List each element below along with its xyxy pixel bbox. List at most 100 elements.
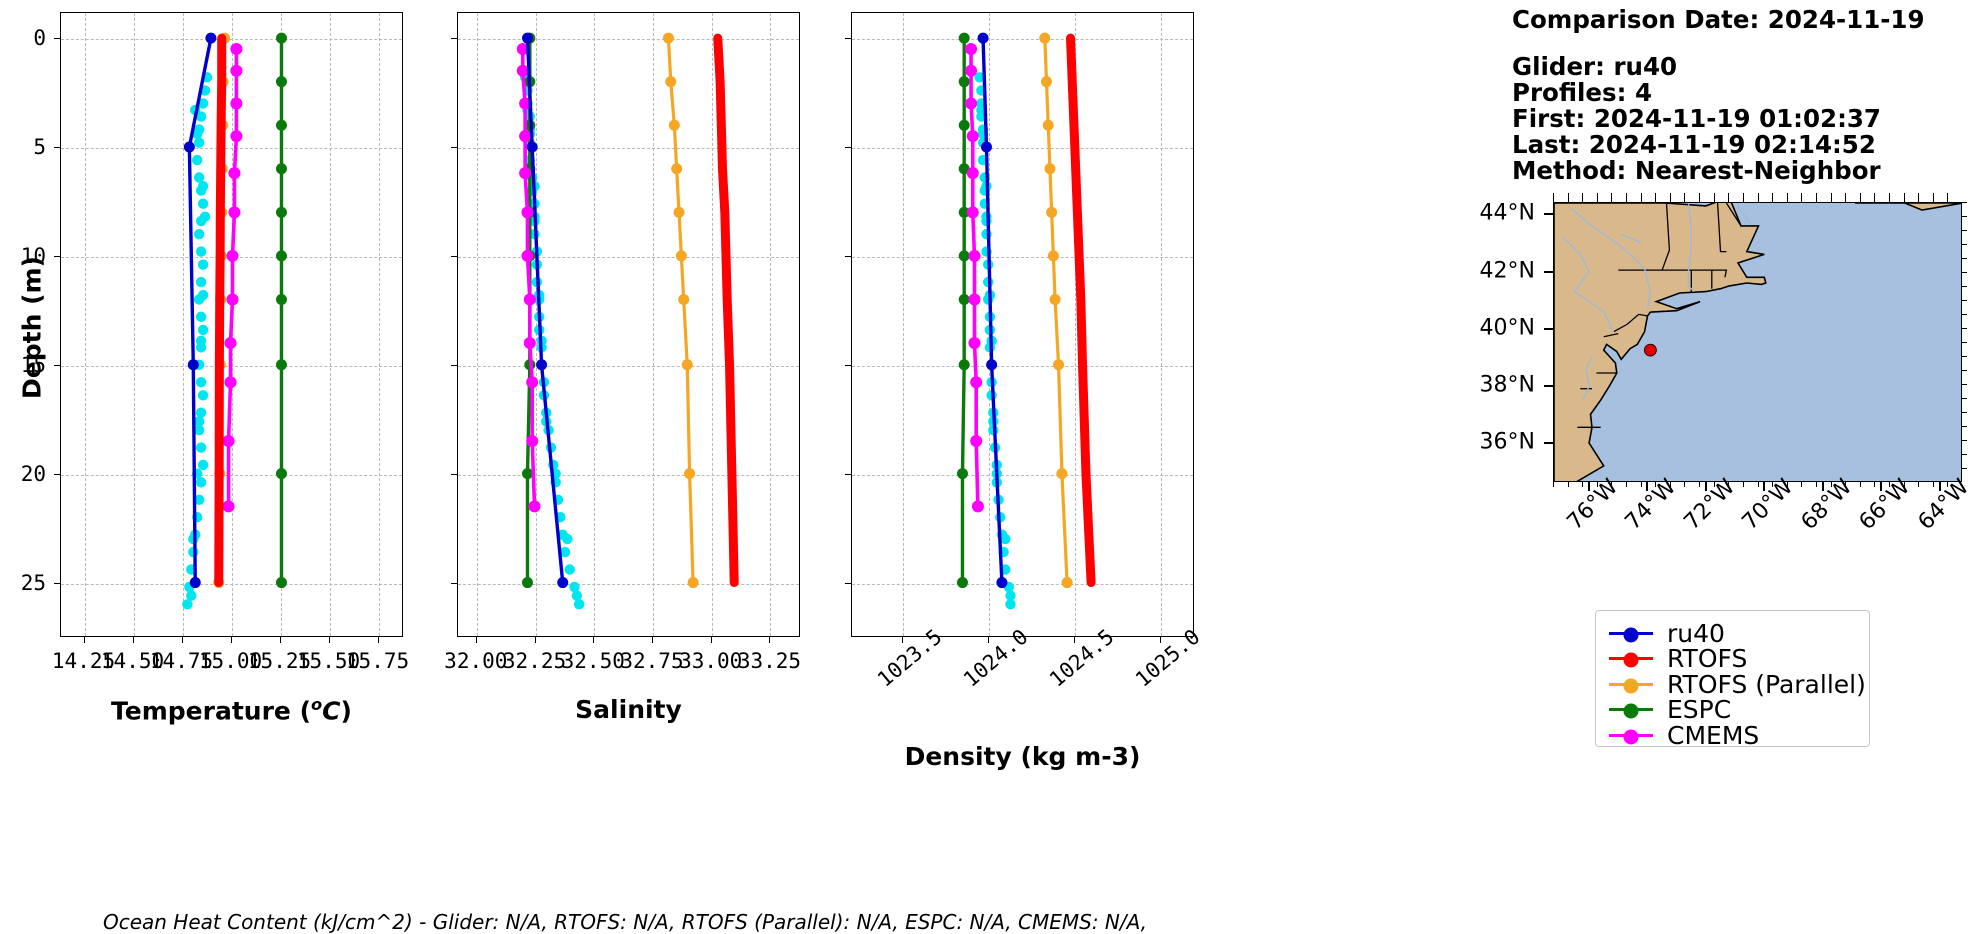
y-tick	[54, 582, 60, 584]
legend-line-swatch	[1609, 627, 1653, 642]
map-lon-minor-tick	[1611, 482, 1613, 487]
gridline-vertical	[329, 13, 331, 636]
x-axis-title: Salinity	[575, 695, 682, 724]
x-tick-label: 32.50	[561, 649, 625, 673]
scatter-glider-raw	[182, 72, 213, 610]
gridline-horizontal	[458, 474, 799, 476]
map-lat-minor-tick	[1962, 412, 1967, 413]
y-tick	[845, 38, 851, 40]
state-border	[1613, 313, 1648, 333]
gridline-horizontal	[458, 39, 799, 41]
map-lon-minor-tick	[1815, 482, 1817, 487]
gridline-horizontal	[458, 148, 799, 150]
map-lon-minor-tick	[1596, 482, 1598, 487]
map-lat-minor-tick	[1962, 300, 1967, 301]
y-tick	[451, 147, 457, 149]
location-map[interactable]	[1553, 202, 1962, 482]
map-lat-minor-tick	[1962, 258, 1967, 259]
x-tick-label: 15.75	[345, 649, 410, 673]
gridline-horizontal	[61, 148, 402, 150]
map-lon-minor-tick-top	[1582, 193, 1584, 202]
x-tick	[534, 637, 536, 643]
map-lon-minor-tick	[1830, 482, 1832, 487]
map-lat-label: 38°N	[1479, 372, 1535, 398]
map-lat-minor-tick	[1962, 398, 1967, 399]
x-tick	[769, 637, 771, 643]
legend-label: ESPC	[1667, 695, 1732, 724]
legend-marker-dot	[1623, 678, 1639, 693]
map-lon-minor-tick-top	[1830, 193, 1832, 202]
x-axis-title: Temperature (oC)	[111, 695, 352, 726]
map-lon-minor-tick-top	[1553, 193, 1554, 202]
series-ru40	[977, 32, 1008, 589]
map-lon-minor-tick-top	[1786, 193, 1788, 202]
map-lon-minor-tick-top	[1947, 193, 1949, 202]
y-tick-label: 15	[20, 352, 46, 377]
series-ru40	[183, 32, 217, 589]
map-lat-minor-tick	[1962, 440, 1967, 441]
map-lat-minor-tick	[1962, 370, 1967, 371]
scatter-glider-raw	[974, 72, 1016, 610]
map-lat-minor-tick	[1962, 230, 1967, 231]
x-tick	[132, 637, 134, 643]
state-border	[1661, 203, 1671, 271]
x-tick-label: 33.00	[679, 649, 743, 673]
y-tick	[451, 582, 457, 584]
map-lon-minor-tick	[1801, 482, 1803, 487]
map-lat-minor-tick	[1962, 342, 1967, 343]
map-lon-minor-tick-top	[1669, 193, 1671, 202]
y-tick	[845, 473, 851, 475]
x-tick	[181, 637, 183, 643]
legend-line-swatch	[1609, 652, 1653, 668]
map-lon-minor-tick	[1742, 482, 1744, 487]
map-lon-tick	[1880, 482, 1883, 491]
map-lon-minor-tick	[1640, 482, 1642, 487]
x-tick	[710, 637, 712, 643]
map-lon-label: 74°W	[1621, 474, 1682, 536]
legend-item-rtofs-parallel[interactable]: RTOFS (Parallel)	[1609, 670, 1866, 699]
map-lon-minor-tick	[1567, 482, 1569, 487]
map-lon-minor-tick	[1772, 482, 1774, 487]
land-mass	[1554, 203, 1767, 481]
map-lon-minor-tick	[1699, 482, 1701, 487]
map-lon-minor-tick-top	[1742, 193, 1744, 202]
map-lon-tick	[1763, 482, 1766, 491]
river	[1571, 208, 1652, 309]
map-lat-label: 44°N	[1479, 200, 1535, 226]
map-lon-label: 64°W	[1913, 474, 1974, 536]
x-tick-label: 32.25	[502, 649, 567, 673]
map-lon-minor-tick-top	[1932, 193, 1934, 202]
y-tick-label: 20	[20, 461, 46, 486]
method-text: Method: Nearest-Neighbor	[1512, 156, 1881, 185]
y-tick	[451, 473, 457, 475]
legend-item-rtofs[interactable]: RTOFS	[1609, 644, 1747, 673]
map-lon-minor-tick-top	[1684, 193, 1686, 202]
map-lon-minor-tick	[1874, 482, 1876, 487]
map-lon-minor-tick-top	[1859, 193, 1861, 202]
map-lat-label: 36°N	[1479, 429, 1535, 455]
map-lon-minor-tick	[1582, 482, 1584, 487]
legend-item-cmems[interactable]: CMEMS	[1609, 721, 1759, 750]
map-lon-minor-tick	[1918, 482, 1920, 487]
profiles-text: Profiles: 4	[1512, 78, 1653, 107]
map-lon-minor-tick	[1932, 482, 1934, 487]
map-lat-tick	[1544, 213, 1553, 216]
y-tick	[54, 255, 60, 257]
x-tick-label: 14.50	[100, 649, 165, 673]
legend-item-ru40[interactable]: ru40	[1609, 619, 1725, 648]
map-lon-minor-tick	[1553, 482, 1554, 487]
gridline-vertical	[711, 13, 713, 636]
gridline-vertical	[84, 13, 86, 636]
map-lat-minor-tick	[1962, 244, 1967, 245]
map-lon-minor-tick-top	[1801, 193, 1803, 202]
first-profile-text: First: 2024-11-19 01:02:37	[1512, 104, 1881, 133]
map-lon-minor-tick-top	[1699, 193, 1701, 202]
map-lat-minor-tick	[1962, 454, 1967, 455]
y-axis-title: Depth (m)	[17, 256, 47, 399]
map-lon-minor-tick	[1845, 482, 1847, 487]
y-tick	[451, 38, 457, 40]
legend-item-espc[interactable]: ESPC	[1609, 695, 1732, 724]
map-lon-minor-tick-top	[1918, 193, 1920, 202]
map-lat-minor-tick	[1962, 202, 1967, 203]
river	[1687, 203, 1695, 293]
